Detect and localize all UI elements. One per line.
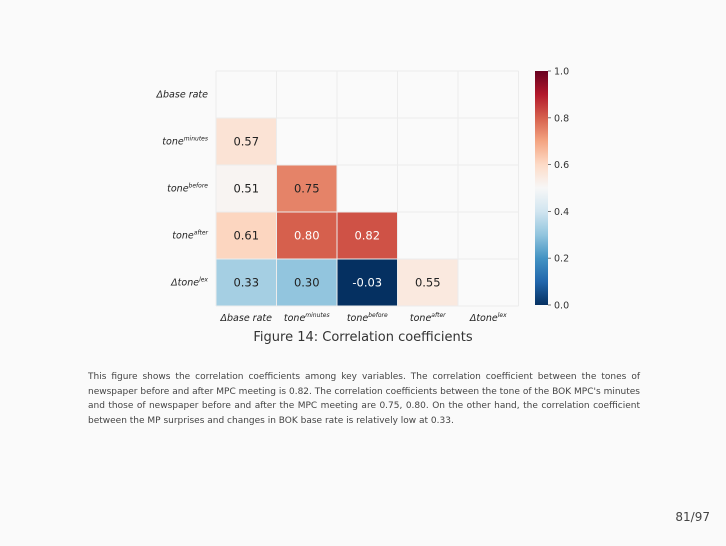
- column-label: toneafter: [410, 312, 446, 324]
- column-label: Δbase rate: [220, 313, 273, 324]
- figure-description: This figure shows the correlation coeffi…: [88, 372, 640, 426]
- cell-value-label: 0.30: [294, 276, 320, 290]
- heatmap-cell: [216, 165, 276, 212]
- correlation-heatmap: 0.57 0.51 0.75 0.61 0.80 0.82 0.33 0.30 -0.03 0.5…: [156, 67, 570, 325]
- row-label: toneafter: [172, 230, 208, 242]
- heatmap-cell: [277, 259, 337, 306]
- cell-value-label: 0.33: [233, 276, 259, 290]
- heatmap-cell: [216, 259, 276, 306]
- figure-title: Correlation coefficients: [322, 330, 473, 345]
- row-label: Δbase rate: [156, 90, 209, 101]
- figure-label: Figure 14:: [253, 330, 319, 345]
- heatmap-cell: [337, 212, 397, 259]
- column-label: toneminutes: [284, 312, 330, 324]
- heatmap-cell: [216, 118, 276, 165]
- colorbar-tick-label: 0.2: [554, 254, 569, 265]
- colorbar-tick-label: 0.8: [554, 113, 569, 124]
- column-label: Δtonelex: [469, 312, 507, 324]
- cell-value-label: -0.03: [352, 276, 382, 290]
- colorbar: [535, 71, 548, 305]
- heatmap-cell: [277, 165, 337, 212]
- cell-value-label: 0.55: [415, 276, 441, 290]
- heatmap-cell: [337, 259, 397, 306]
- row-label: tonebefore: [167, 183, 208, 195]
- heatmap-cell: [216, 212, 276, 259]
- page-number: 81/97: [675, 510, 710, 524]
- cell-value-label: 0.80: [294, 229, 320, 243]
- row-label: Δtonelex: [170, 277, 208, 289]
- column-label: tonebefore: [347, 312, 388, 324]
- heatmap-cell: [398, 259, 458, 306]
- row-label: toneminutes: [162, 136, 208, 148]
- figure-caption: Figure 14: Correlation coefficients: [0, 330, 726, 345]
- cell-value-label: 0.51: [233, 182, 259, 196]
- colorbar-tick-label: 0.6: [554, 160, 569, 171]
- cell-value-label: 0.61: [233, 229, 259, 243]
- heatmap-cell: [277, 212, 337, 259]
- cell-value-label: 0.57: [233, 135, 259, 149]
- colorbar-tick-label: 0.4: [554, 207, 569, 218]
- colorbar-tick-label: 1.0: [554, 67, 569, 78]
- cell-value-label: 0.75: [294, 182, 320, 196]
- cell-value-label: 0.82: [354, 229, 380, 243]
- colorbar-tick-label: 0.0: [554, 301, 569, 312]
